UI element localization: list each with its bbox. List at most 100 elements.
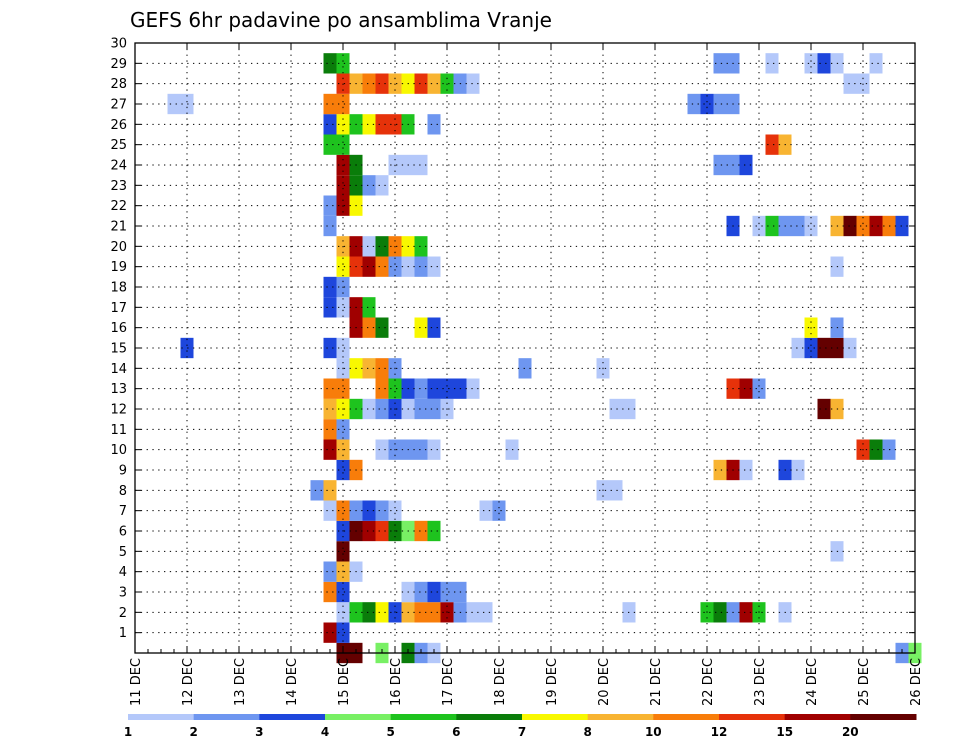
heatmap-cell (700, 93, 714, 115)
y-tick-label: 19 (110, 260, 127, 275)
heatmap-cell (414, 520, 428, 542)
heatmap-cell (323, 276, 337, 298)
heatmap-cell (362, 236, 376, 257)
legend-swatch (522, 714, 589, 720)
heatmap-cell (323, 419, 337, 440)
heatmap-cell (791, 215, 805, 237)
heatmap-cell (375, 73, 389, 94)
heatmap-cell (336, 459, 350, 481)
heatmap-cell (323, 134, 337, 155)
heatmap-cell (427, 317, 441, 338)
y-tick-label: 11 (110, 423, 127, 438)
y-tick-label: 26 (110, 118, 127, 133)
heatmap-cell (323, 439, 337, 460)
heatmap-cell (323, 581, 337, 603)
heatmap-cell (817, 53, 831, 74)
heatmap-cell (843, 337, 857, 359)
heatmap-cell (375, 114, 389, 135)
heatmap-cell (323, 297, 337, 318)
y-tick-label: 28 (110, 77, 127, 92)
heatmap-cell (310, 480, 324, 501)
y-tick-label: 27 (110, 98, 127, 113)
heatmap-cell (752, 215, 766, 237)
x-tick-label: 19 DEC (545, 658, 560, 706)
heatmap-cell (414, 154, 428, 176)
y-tick-label: 18 (110, 281, 127, 296)
y-tick-label: 3 (119, 586, 127, 601)
heatmap-cell (414, 439, 428, 460)
heatmap-cell (713, 602, 727, 623)
heatmap-cell (336, 256, 350, 277)
heatmap-cell (414, 317, 428, 338)
legend-swatch (128, 714, 195, 720)
heatmap-cell (843, 215, 857, 237)
heatmap-cell (323, 93, 337, 115)
heatmap-cell (375, 520, 389, 542)
heatmap-cell (427, 520, 441, 542)
heatmap-cell (336, 622, 350, 643)
heatmap-cell (791, 459, 805, 481)
heatmap-cell (518, 358, 532, 379)
heatmap-cell (375, 175, 389, 196)
y-tick-label: 13 (110, 382, 127, 397)
heatmap-cell (336, 581, 350, 603)
heatmap-cell (362, 256, 376, 277)
heatmap-cell (427, 581, 441, 603)
y-tick-label: 12 (110, 403, 127, 418)
heatmap-cell (375, 602, 389, 623)
legend-swatch (390, 714, 457, 720)
heatmap-cell (427, 378, 441, 399)
legend-label: 20 (842, 725, 859, 739)
y-tick-label: 15 (110, 342, 127, 357)
heatmap-cell (375, 500, 389, 521)
heatmap-cell (713, 459, 727, 481)
legend-swatch (587, 714, 654, 720)
heatmap-cell (765, 53, 779, 74)
x-tick-label: 13 DEC (233, 658, 248, 706)
legend-label: 4 (321, 725, 329, 739)
heatmap-cell (479, 500, 493, 521)
color-legend: 1 2 3 4 5 6 7 8 10 12 15 20 (124, 714, 917, 739)
legend-swatch (325, 714, 392, 720)
heatmap-cell (739, 378, 753, 399)
heatmap-cell (609, 480, 623, 501)
heatmap-cell (713, 93, 727, 115)
heatmap-cell (466, 602, 480, 623)
heatmap-cell (388, 256, 402, 277)
heatmap-cell (804, 215, 818, 237)
heatmap-cell (895, 215, 909, 237)
heatmap-cell (817, 398, 831, 420)
heatmap-cell (362, 500, 376, 521)
heatmap-cell (375, 317, 389, 338)
heatmap-cell (323, 195, 337, 216)
heatmap-cell (427, 439, 441, 460)
heatmap-cell (336, 337, 350, 359)
heatmap-cell (336, 419, 350, 440)
heatmap-cell (869, 439, 883, 460)
legend-label: 6 (452, 725, 460, 739)
heatmap-cell (466, 73, 480, 94)
y-tick-label: 7 (119, 504, 127, 519)
y-tick-label: 1 (119, 626, 127, 641)
heatmap-cell (765, 215, 779, 237)
x-tick-label: 20 DEC (597, 658, 612, 706)
heatmap-cell (427, 398, 441, 420)
heatmap-cell (180, 93, 194, 115)
heatmap-cell (323, 378, 337, 399)
heatmap-cell (362, 398, 376, 420)
heatmap-cell (427, 73, 441, 94)
x-tick-label: 17 DEC (441, 658, 456, 706)
heatmap-cell (375, 439, 389, 460)
x-tick-label: 16 DEC (389, 658, 404, 706)
y-tick-label: 30 (110, 37, 127, 52)
heatmap-cell (713, 154, 727, 176)
heatmap-cell (362, 358, 376, 379)
heatmap-cell (609, 398, 623, 420)
x-tick-label: 22 DEC (701, 658, 716, 706)
legend-label: 1 (124, 725, 132, 739)
heatmap-cell (362, 602, 376, 623)
heatmap-cell (869, 53, 883, 74)
heatmap-cell (336, 378, 350, 399)
x-tick-label: 23 DEC (753, 658, 768, 706)
x-tick-label: 12 DEC (181, 658, 196, 706)
